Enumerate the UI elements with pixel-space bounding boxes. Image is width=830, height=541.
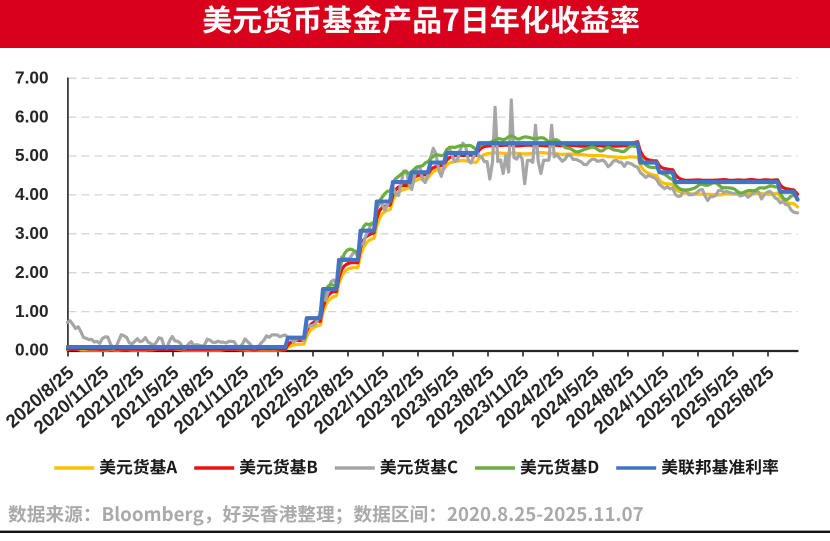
svg-text:6.00: 6.00 — [15, 106, 48, 126]
svg-text:3.00: 3.00 — [15, 223, 48, 243]
svg-text:1.00: 1.00 — [15, 301, 48, 321]
svg-text:7.00: 7.00 — [15, 67, 48, 87]
svg-text:2.00: 2.00 — [15, 262, 48, 282]
svg-text:0.00: 0.00 — [15, 340, 48, 360]
svg-text:5.00: 5.00 — [15, 145, 48, 165]
svg-text:4.00: 4.00 — [15, 184, 48, 204]
